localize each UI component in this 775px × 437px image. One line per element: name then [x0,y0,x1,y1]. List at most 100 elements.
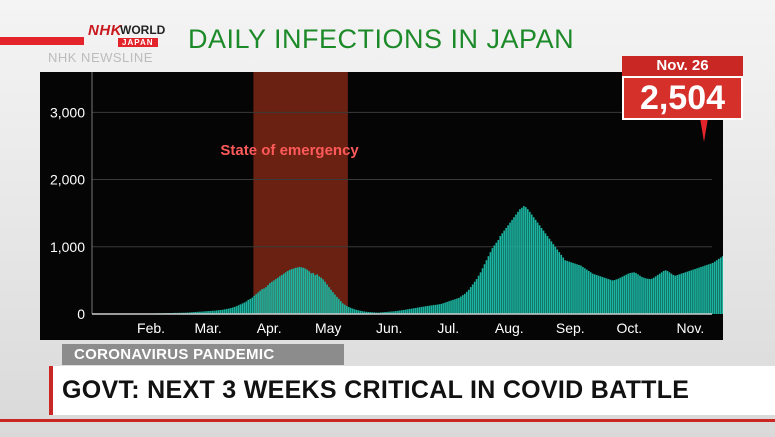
callout-date: Nov. 26 [622,56,743,76]
bar [320,277,322,314]
bar [649,279,651,314]
bar [259,290,261,314]
bar [712,262,714,314]
bar [515,214,517,314]
headline-text: GOVT: NEXT 3 WEEKS CRITICAL IN COVID BAT… [62,376,690,404]
bar [324,281,326,314]
bar [188,312,191,314]
bar [513,217,515,314]
bar [528,211,531,314]
bar [340,301,342,314]
bar [326,284,328,314]
bar [353,309,356,314]
bar [365,311,368,314]
bar [684,272,687,314]
bar [460,296,462,314]
bar [615,279,618,314]
bar [387,311,389,314]
bar [210,310,212,314]
bar [349,307,352,314]
bar [704,265,706,314]
callout-pointer [700,118,708,142]
bar [593,274,596,314]
bar [225,308,228,314]
daily-infections-chart: 0 1,000 2,000 3,000 Feb. Mar. Apr. May Jun. Jul. A… [50,72,723,336]
bar [332,292,334,314]
bar [282,273,285,314]
bar [670,273,673,314]
bar [473,281,476,314]
bar [481,268,484,314]
bar [383,312,385,314]
bar [678,274,681,314]
chart-title: DAILY INFECTIONS IN JAPAN [188,24,575,54]
bar [656,275,659,314]
bar [497,240,500,314]
bar [666,270,669,314]
bar [298,266,301,314]
bar [493,245,496,314]
bar [194,311,196,314]
bar [367,311,370,314]
bar [676,275,679,314]
bar [650,278,653,314]
y-tick-label: 3,000 [50,104,85,120]
bar [235,306,238,314]
bar [410,308,413,314]
bar [477,275,480,314]
bar [542,230,545,314]
bar [485,260,488,314]
bar [190,312,193,314]
bar [251,297,254,314]
bar [682,272,685,314]
bar [269,283,271,314]
bar [440,303,442,314]
bar [483,264,486,314]
emergency-label: State of emergency [220,142,359,159]
bar [686,271,689,314]
bar [198,311,200,314]
bar [511,219,513,314]
headline-bar [49,366,775,415]
bar [253,295,256,314]
bar [611,280,614,314]
bar [420,306,423,314]
bar [556,249,559,314]
bar [288,269,291,314]
bar [192,312,194,314]
bar [617,278,620,314]
bar [381,312,383,314]
bar [359,310,362,314]
bar [267,285,269,314]
bar [208,311,210,314]
bar [277,277,279,314]
bar [462,295,464,314]
bar [428,305,431,314]
bar [296,267,299,314]
bar [446,301,448,314]
bar [607,279,610,314]
bar [416,307,419,314]
bar [247,299,250,314]
bar [196,311,198,314]
bar [554,246,557,314]
bar [505,227,507,314]
bar [278,276,281,314]
bar [526,209,529,314]
logo-world-text: WORLD [120,23,166,37]
bar [566,260,568,314]
bar [479,272,482,314]
bar [379,312,381,314]
bar [564,260,566,314]
bar [672,275,675,314]
bar [664,270,667,314]
bar [442,303,444,314]
bar [713,261,716,314]
bar [660,272,663,314]
bar [562,257,565,314]
bar [633,272,635,314]
bar [698,267,700,314]
x-tick-label: Jun. [376,320,402,336]
bar [391,311,393,314]
bar [330,289,332,314]
